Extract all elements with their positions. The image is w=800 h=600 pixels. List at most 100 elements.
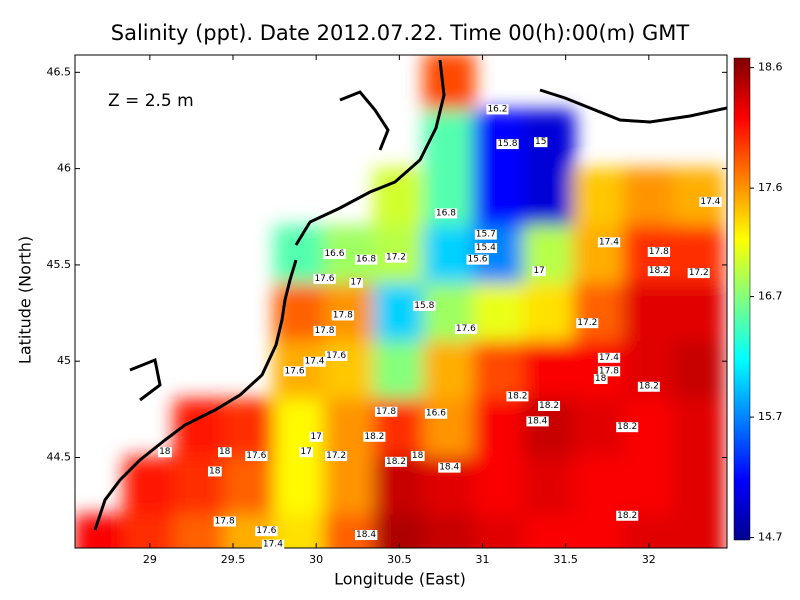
- contour-label-box: [355, 530, 378, 541]
- field-cell: [572, 283, 625, 343]
- contour-label: 17: [310, 432, 321, 442]
- field-cell: [473, 514, 526, 548]
- y-tick-label: 45.5: [47, 258, 72, 271]
- contour-label: 18: [595, 374, 607, 384]
- field-cell: [423, 398, 476, 459]
- contour-label-box: [313, 273, 336, 284]
- field-cell: [423, 109, 476, 170]
- field-cell: [273, 456, 326, 517]
- contour-label-box: [532, 266, 546, 277]
- y-axis-label: Latitude (North): [16, 236, 35, 364]
- contour-label: 17: [533, 266, 544, 276]
- contour-label-box: [331, 310, 355, 321]
- contour-label-box: [593, 374, 608, 385]
- contour-label-box: [261, 539, 285, 550]
- contour-label-box: [313, 325, 336, 336]
- contour-label-box: [647, 246, 671, 257]
- contour-label-box: [454, 323, 478, 334]
- contour-label-box: [616, 510, 639, 521]
- salinity-field: [75, 55, 725, 548]
- x-tick-label: 32: [642, 553, 656, 566]
- contour-label: 18.4: [356, 530, 376, 540]
- contour-label-box: [597, 237, 621, 248]
- x-axis-label: Longitude (East): [334, 570, 466, 589]
- field-cell: [672, 340, 725, 401]
- plot-frame: [74, 54, 728, 549]
- contour-label: 17.8: [599, 366, 619, 376]
- contour-label: 17.6: [314, 274, 334, 284]
- field-cell: [523, 340, 575, 401]
- contour-label-box: [349, 277, 363, 288]
- x-tick-label: 30.5: [387, 553, 412, 566]
- contour-label: 16.6: [324, 249, 344, 259]
- contour-label: 16.6: [426, 409, 446, 419]
- contour-label-box: [384, 456, 408, 467]
- field-cell: [473, 456, 526, 517]
- contour-label-box: [309, 431, 323, 442]
- field-cell: [323, 514, 376, 548]
- contour-label: 18.2: [386, 457, 406, 467]
- field-cell: [373, 340, 426, 401]
- contour-label: 16.8: [436, 208, 456, 218]
- contour-label: 17.6: [326, 351, 346, 361]
- field-cell: [572, 514, 625, 548]
- field-cell: [473, 398, 526, 459]
- contour-label: 15: [535, 137, 546, 147]
- field-cell: [622, 283, 675, 343]
- contour-label: 17.4: [599, 353, 619, 363]
- contour-label-box: [474, 229, 497, 240]
- contour-label-box: [245, 451, 268, 462]
- coast-lake: [129, 357, 162, 402]
- field-cell: [473, 167, 526, 228]
- field-cell: [523, 109, 575, 170]
- contour-label: 18.2: [617, 422, 637, 432]
- contour-label: 18: [219, 447, 231, 457]
- field-cell: [622, 456, 675, 517]
- field-cell: [123, 456, 176, 517]
- contour-label: 15.8: [414, 301, 434, 311]
- contour-label-box: [303, 356, 326, 367]
- contour-label-box: [207, 466, 222, 477]
- field-cell: [223, 398, 276, 459]
- contour-label: 16.8: [356, 255, 376, 265]
- field-cell: [223, 456, 276, 517]
- field-cell: [423, 514, 476, 548]
- x-tick-label: 31: [476, 553, 490, 566]
- field-cell: [123, 514, 176, 548]
- contour-label-box: [217, 447, 232, 458]
- contour-label-box: [323, 248, 346, 259]
- contour-label-box: [474, 243, 498, 254]
- contour-label: 18.2: [364, 432, 384, 442]
- colorbar-tick-label: 18.6: [758, 61, 783, 74]
- colorbar-tick-label: 14.7: [758, 531, 783, 544]
- x-tick-label: 31.5: [553, 553, 578, 566]
- colorbar: [733, 57, 751, 541]
- contour-label-box: [486, 104, 509, 115]
- contour-label-box: [466, 254, 489, 265]
- field-cell: [323, 456, 376, 517]
- field-cell: [423, 167, 476, 228]
- contour-label-box: [413, 300, 436, 311]
- contour-label: 17.8: [215, 517, 235, 527]
- coast-lagoon: [339, 90, 390, 151]
- contour-label-box: [363, 431, 386, 442]
- contour-label-box: [213, 516, 236, 527]
- contour-label: 18.2: [539, 401, 559, 411]
- y-tick-label: 46.5: [47, 65, 72, 78]
- field-cell: [473, 283, 526, 343]
- contour-label: 18.4: [527, 416, 547, 426]
- contour-label: 17.6: [456, 324, 476, 334]
- x-tick-label: 30: [309, 553, 323, 566]
- field-cells: [75, 55, 725, 548]
- field-cell: [672, 283, 725, 343]
- contour-label: 17.6: [285, 366, 305, 376]
- x-tick-label: 29.5: [221, 553, 246, 566]
- contour-label-box: [410, 451, 425, 462]
- field-cell: [572, 456, 625, 517]
- contour-label: 16.2: [487, 104, 507, 114]
- contour-label-box: [538, 400, 561, 411]
- field-cell: [523, 225, 575, 286]
- field-cell: [523, 283, 575, 343]
- contour-label: 17.2: [326, 451, 346, 461]
